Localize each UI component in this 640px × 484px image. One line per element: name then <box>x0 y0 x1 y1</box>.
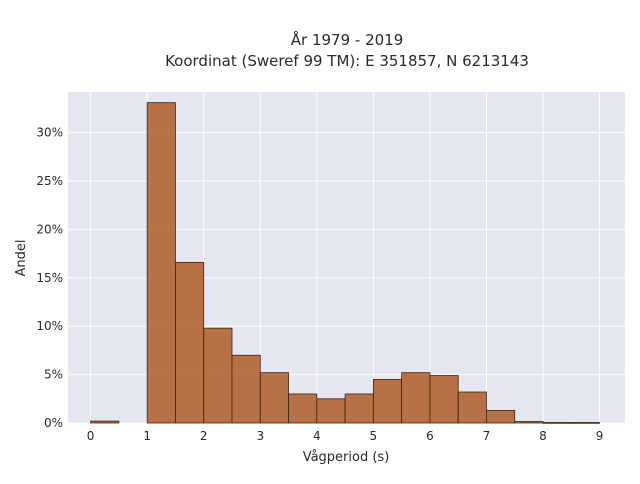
x-tick-label: 4 <box>313 429 321 443</box>
x-tick-label: 2 <box>200 429 208 443</box>
x-axis-ticks: 0 1 2 3 4 5 6 7 8 9 <box>87 429 604 443</box>
histogram-bar <box>90 420 120 424</box>
y-tick-label: 25% <box>36 174 63 188</box>
histogram-bar <box>486 410 516 424</box>
y-axis-ticks: 0% 5% 10% 15% 20% 25% 30% <box>36 126 63 430</box>
histogram-bar <box>203 327 233 424</box>
y-tick-label: 0% <box>44 416 63 430</box>
x-tick-label: 6 <box>426 429 434 443</box>
x-tick-label: 0 <box>87 429 95 443</box>
x-tick-label: 1 <box>143 429 151 443</box>
y-tick-label: 20% <box>36 222 63 236</box>
histogram-bar <box>372 379 403 424</box>
chart-title-line-2: Koordinat (Sweref 99 TM): E 351857, N 62… <box>165 52 529 70</box>
x-tick-label: 8 <box>539 429 547 443</box>
histogram-bar <box>514 421 544 424</box>
x-tick-label: 5 <box>370 429 378 443</box>
x-tick-label: 7 <box>483 429 491 443</box>
histogram-bar <box>570 422 600 424</box>
y-tick-label: 30% <box>36 126 63 140</box>
histogram-bar <box>288 393 318 424</box>
x-axis-title: Vågperiod (s) <box>303 450 390 465</box>
histogram-bar <box>316 398 346 424</box>
histogram-bar <box>401 372 431 424</box>
chart-title-line-1: År 1979 - 2019 <box>291 30 404 49</box>
histogram-bar <box>175 261 205 424</box>
histogram-bar <box>429 375 459 424</box>
x-tick-label: 9 <box>596 429 604 443</box>
y-tick-label: 15% <box>36 271 63 285</box>
histogram-bar <box>259 372 289 424</box>
histogram-bars <box>90 102 600 424</box>
histogram-bar <box>146 102 176 424</box>
x-tick-label: 3 <box>256 429 264 443</box>
y-tick-label: 10% <box>36 319 63 333</box>
y-tick-label: 5% <box>44 368 63 382</box>
histogram-bar <box>542 422 572 424</box>
y-axis-title: Andel <box>14 240 29 277</box>
histogram-bar <box>231 354 261 424</box>
histogram-bar <box>344 393 374 424</box>
histogram-bar <box>457 391 487 424</box>
